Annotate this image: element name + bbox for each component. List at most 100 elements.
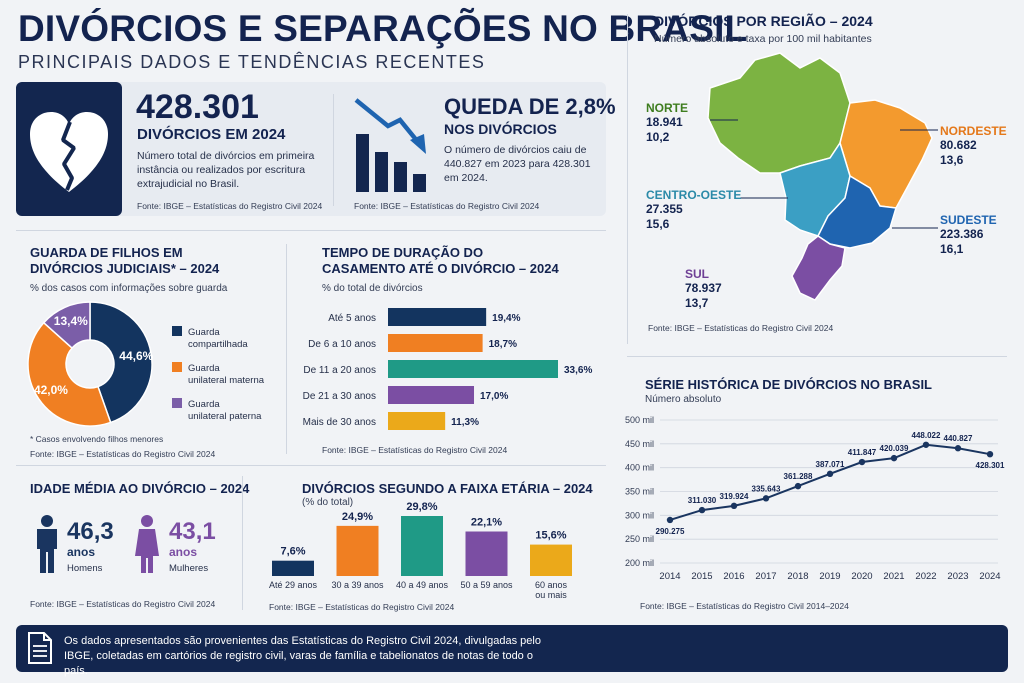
age-women-label: Mulheres [169,563,209,574]
duration-bar [388,308,487,326]
map-region-name: CENTRO-OESTE [646,188,742,202]
bar-category-label: 30 a 39 anos [331,580,384,590]
duration-title: TEMPO DE DURAÇÃO DO CASAMENTO ATÉ O DIVÓ… [322,245,559,276]
bar-value-label: 33,6% [564,365,592,376]
series-line [669,443,991,521]
y-tick-label: 350 mil [625,487,654,497]
point-label: 319.924 [720,492,749,501]
point-label: 411.847 [848,448,877,457]
legend-swatch [172,398,182,408]
y-tick-label: 250 mil [625,534,654,544]
custody-subtitle: % dos casos com informações sobre guarda [30,283,228,294]
duration-bar-chart: Até 5 anos 19,4% De 6 a 10 anos 18,7% De 11 … [303,308,592,430]
kpi2-source: Fonte: IBGE – Estatísticas do Registro C… [354,201,540,211]
y-tick-label: 450 mil [625,439,654,449]
x-tick-label: 2017 [755,571,776,582]
map-region-name: SUL [685,267,709,281]
series-point [730,502,738,510]
kpi2-label: NOS DIVÓRCIOS [444,121,557,137]
x-tick-label: 2014 [659,571,680,582]
kpi1-desc: Número total de divórcios em primeira in… [137,150,315,190]
legend-label: Guarda [188,363,220,374]
legend-swatch [172,362,182,372]
y-tick-label: 400 mil [625,463,654,473]
bar-value-label: 11,3% [451,417,479,428]
divider [16,230,606,231]
map-region-value: 18.941 [646,115,683,129]
duration-bar [388,334,483,352]
bar-category-label: De 11 a 20 anos [303,365,376,376]
agegroup-bar [336,525,379,576]
divider [16,465,606,466]
kpi2-value: QUEDA DE 2,8% [444,94,616,119]
bar-value-label: 24,9% [342,511,373,523]
x-tick-label: 2024 [979,571,1000,582]
divider [242,476,243,610]
y-tick-label: 500 mil [625,415,654,425]
series-point [666,516,674,524]
agegroup-bar [401,516,443,576]
bar-category-label: 60 anos [535,580,568,590]
age-women-unit: anos [169,545,198,559]
footer-text: Os dados apresentados são provenientes d… [64,635,541,677]
pie-slice [27,321,112,427]
bar-value-label: 29,8% [406,501,437,513]
bar-category-label: 40 a 49 anos [396,580,449,590]
x-tick-label: 2021 [883,571,904,582]
point-label: 335.643 [752,484,781,493]
duration-bar [388,386,475,404]
map-title: DIVÓRCIOS POR REGIÃO – 2024 [654,13,873,29]
map-region-rate: 13,6 [940,153,964,167]
kpi1-label: DIVÓRCIOS EM 2024 [137,126,286,143]
map-subtitle: Número absoluto e taxa por 100 mil habit… [654,33,872,45]
bar-value-label: 19,4% [492,313,520,324]
custody-pie-chart: 44,6%42,0%13,4%GuardacompartilhadaGuarda… [27,301,265,427]
declining-bars-icon [348,94,433,196]
divider [627,14,628,344]
brazil-map [707,52,938,301]
man-icon [37,515,57,573]
map-region-rate: 15,6 [646,217,670,231]
divider [627,356,1007,357]
pie-slice [89,301,153,424]
bar-value-label: 17,0% [480,391,508,402]
duration-bar [388,412,446,430]
series-point [922,441,930,448]
series-line-chart: 200 mil 250 mil 300 mil 350 mil 400 mil 450 m… [625,415,1005,582]
page-subtitle: PRINCIPAIS DADOS E TENDÊNCIAS RECENTES [18,52,486,72]
agegroup-bar [272,560,314,576]
pie-label: 42,0% [34,383,68,397]
document-icon [28,632,52,664]
age-men-label: Homens [67,563,103,574]
woman-icon [135,515,159,573]
x-tick-label: 2022 [915,571,936,582]
region-sul-shape [791,235,846,301]
agegroup-bar [465,531,508,576]
age-men-unit: anos [67,545,96,559]
bar-value-label: 22,1% [471,517,502,529]
point-label: 387.071 [816,460,845,469]
map-region-value: 223.386 [940,227,984,241]
point-label: 361.288 [784,472,813,481]
legend-label: unilateral paterna [188,411,262,422]
x-tick-label: 2016 [723,571,744,582]
agegroups-subtitle: (% do total) [302,497,354,508]
point-label: 448.022 [912,431,941,440]
bar-category-label: ou mais [535,590,567,600]
agegroup-bar [530,544,572,576]
map-region-rate: 10,2 [646,130,670,144]
custody-footnote: * Casos envolvendo filhos menores [30,434,164,444]
map-region-value: 27.355 [646,202,683,216]
series-point [794,482,802,490]
map-region-rate: 13,7 [685,296,709,310]
series-point [698,506,706,514]
kpi1-source: Fonte: IBGE – Estatísticas do Registro C… [137,201,323,211]
x-tick-label: 2020 [851,571,872,582]
map-region-name: NORDESTE [940,124,1007,138]
pie-label: 13,4% [54,314,88,328]
bar-category-label: 50 a 59 anos [460,580,513,590]
y-tick-label: 200 mil [625,558,654,568]
series-subtitle: Número absoluto [645,394,722,405]
bar-category-label: Até 29 anos [269,580,318,590]
map-region-name: NORTE [646,101,688,115]
